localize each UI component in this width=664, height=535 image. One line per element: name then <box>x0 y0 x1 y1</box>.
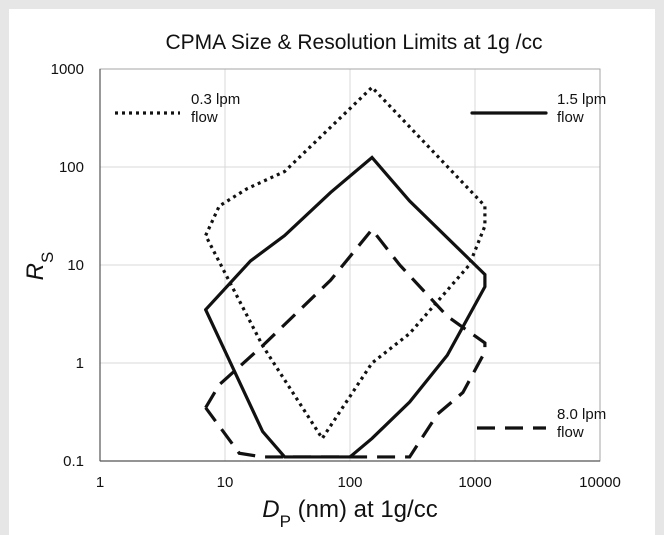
legend-line-text: 1.5 lpm <box>557 91 606 108</box>
legend-line-text: flow <box>191 109 218 126</box>
chart-title: CPMA Size & Resolution Limits at 1g /cc <box>166 31 543 54</box>
legend-line-text: 8.0 lpm <box>557 406 606 423</box>
x-tick-label: 10 <box>217 474 234 491</box>
y-axis-title: RS <box>22 252 57 281</box>
series-line-3 <box>204 226 487 459</box>
series-line-1 <box>204 85 487 442</box>
y-tick-label: 1000 <box>51 61 84 78</box>
y-tick-label: 10 <box>67 257 84 274</box>
y-axis-title-main: R <box>22 263 49 280</box>
x-tick-label: 10000 <box>579 474 621 491</box>
series-line-2 <box>204 155 487 459</box>
chart-panel <box>9 9 655 535</box>
x-tick-label: 1 <box>96 474 104 491</box>
y-axis-title-sub: S <box>38 252 57 263</box>
x-axis-title: DP (nm) at 1g/cc <box>262 496 437 531</box>
legend-text-3: 8.0 lpm flow <box>557 406 606 441</box>
x-tick-label: 100 <box>337 474 362 491</box>
x-tick-label: 1000 <box>458 474 491 491</box>
x-axis-title-rest: (nm) at 1g/cc <box>291 496 438 523</box>
legend-text-1: 0.3 lpm flow <box>191 91 240 126</box>
y-tick-label: 100 <box>59 159 84 176</box>
x-axis-title-sub: P <box>280 512 291 531</box>
legend-line-text: 0.3 lpm <box>191 91 240 108</box>
x-axis-title-main: D <box>262 496 279 523</box>
y-tick-label: 0.1 <box>63 453 84 470</box>
legend-line-text: flow <box>557 424 584 441</box>
legend-text-2: 1.5 lpm flow <box>557 91 606 126</box>
legend-line-text: flow <box>557 109 584 126</box>
y-tick-label: 1 <box>76 355 84 372</box>
